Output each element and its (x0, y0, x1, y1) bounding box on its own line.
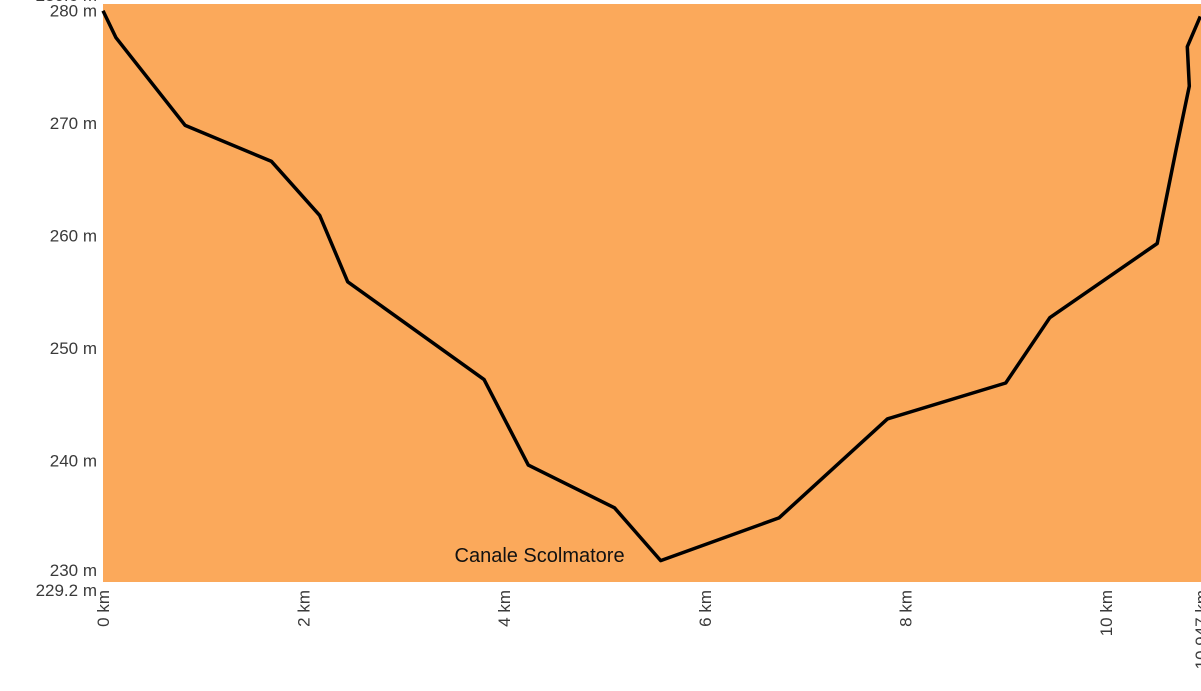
x-tick-label: 10.947 km (1192, 590, 1201, 669)
x-tick-label: 0 km (94, 590, 113, 627)
x-tick-label: 8 km (896, 590, 915, 627)
x-tick-label: 4 km (495, 590, 514, 627)
y-tick-label: 280 m (50, 2, 97, 21)
y-tick-label: 230 m (50, 561, 97, 580)
y-tick-label: 280.6 m (36, 0, 97, 5)
y-tick-label: 240 m (50, 452, 97, 471)
place-label: Canale Scolmatore (455, 545, 625, 567)
y-axis: 280.6 m280 m 270 m 260 m 250 m 240 m 230 m229… (36, 0, 97, 600)
plot-area-background (103, 4, 1201, 582)
x-tick-label: 2 km (295, 590, 314, 627)
y-tick-label: 229.2 m (36, 581, 97, 600)
x-axis: 0 km 2 km 4 km 6 km 8 km 10 km 10.947 km (94, 590, 1201, 669)
y-tick-label: 260 m (50, 227, 97, 246)
x-tick-label: 10 km (1097, 590, 1116, 636)
y-tick-label: 250 m (50, 339, 97, 358)
x-tick-label: 6 km (696, 590, 715, 627)
annotations: Oasi di SeriateOasi di SeriateCanale Sco… (455, 545, 625, 567)
y-tick-label: 270 m (50, 114, 97, 133)
elevation-line (101, 9, 1201, 563)
